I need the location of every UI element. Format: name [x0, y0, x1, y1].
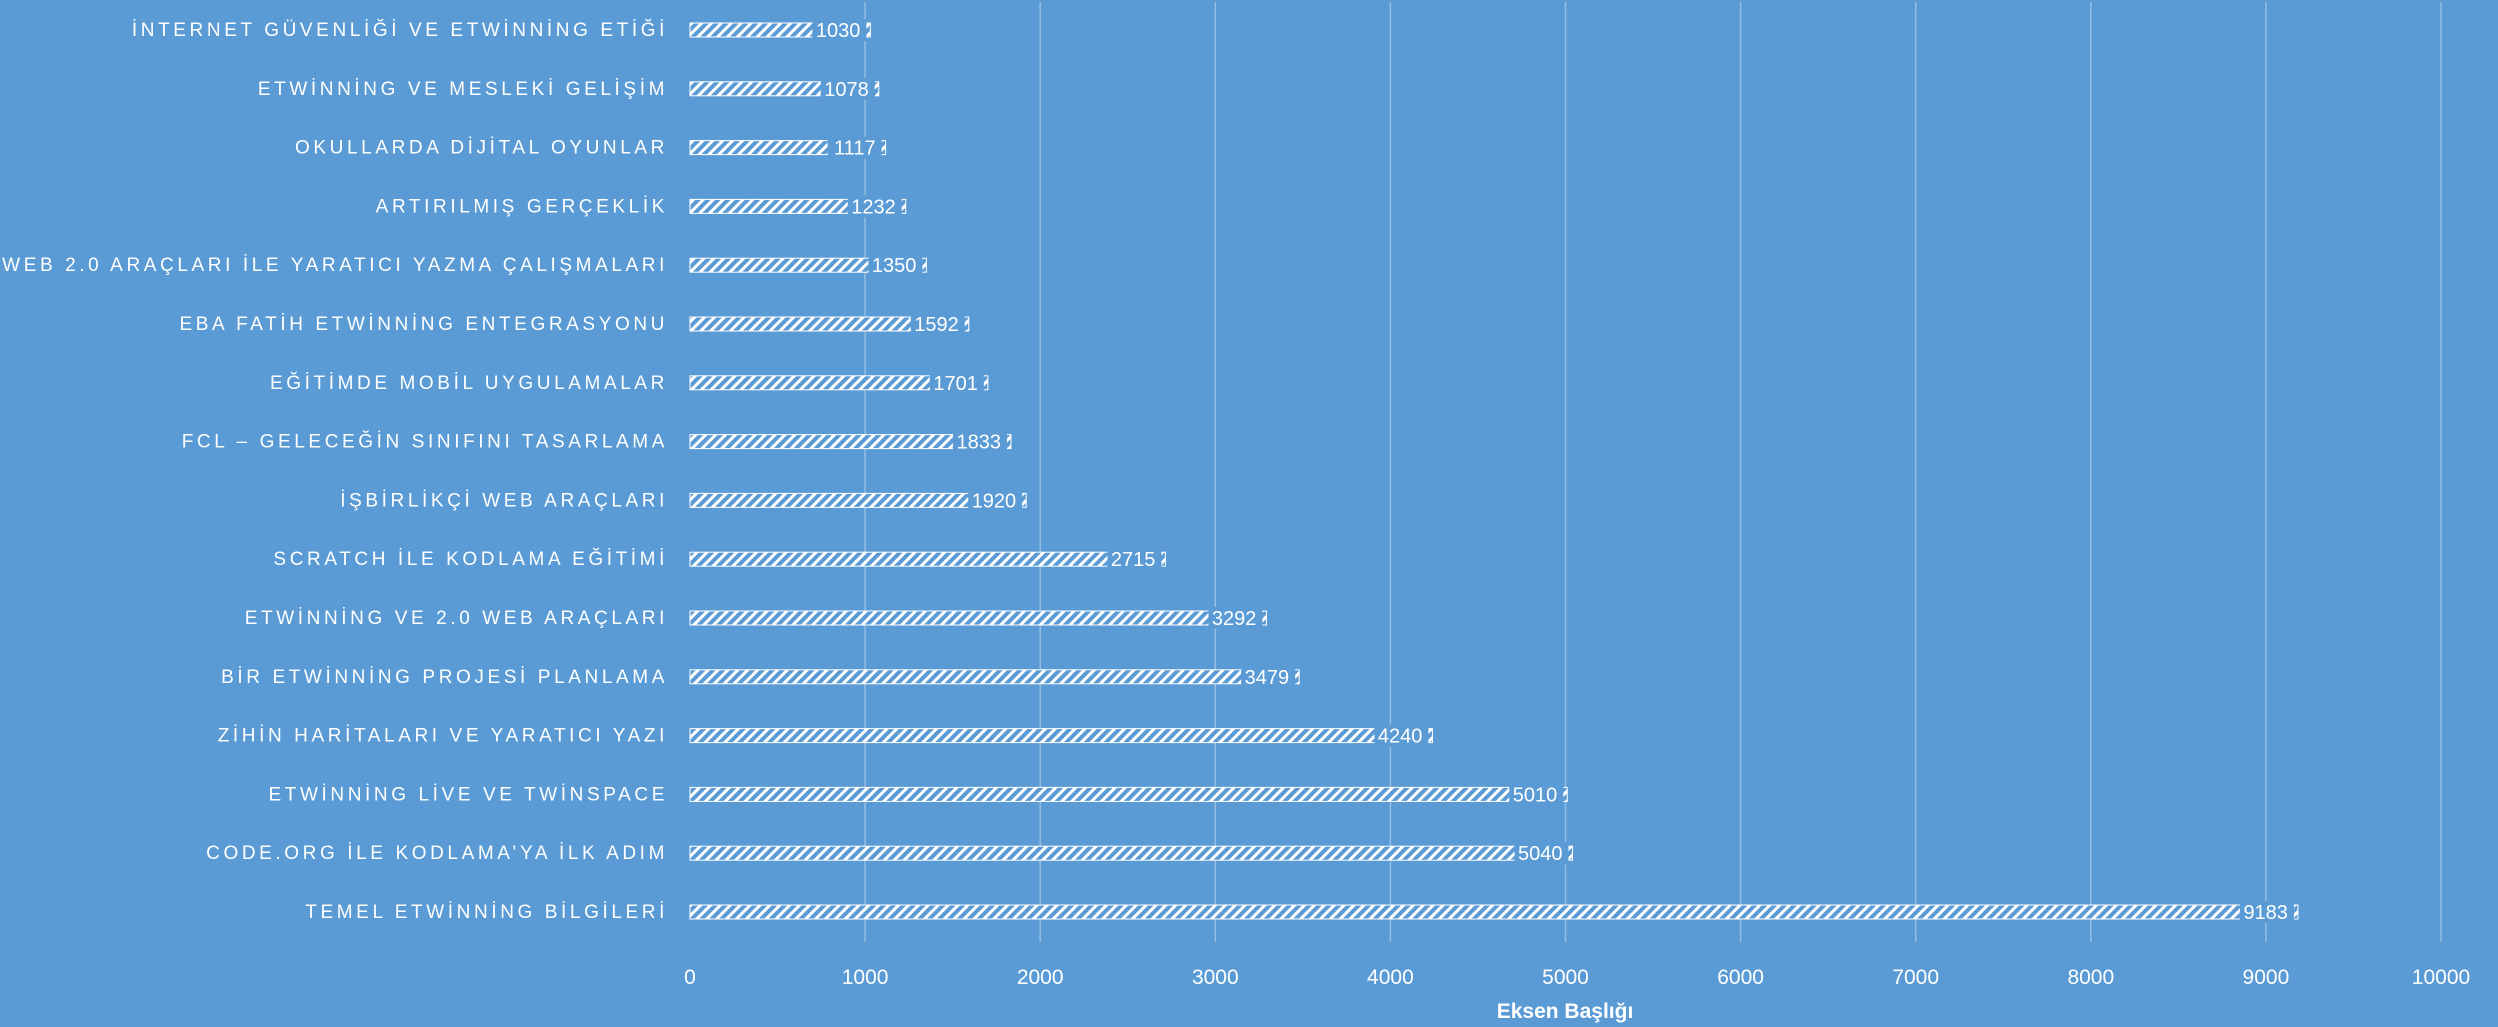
- x-tick-label: 2000: [1017, 966, 1064, 989]
- category-label: WEB 2.0 ARAÇLARI İLE YARATICI YAZMA ÇALI…: [2, 255, 668, 276]
- data-label: 4240: [1378, 726, 1423, 748]
- data-label-background: [812, 19, 867, 41]
- data-labels: 1030 1078 1117 1232 1350 1592 1701 1833 1920 2715…: [812, 19, 2294, 924]
- data-label-background: [910, 313, 965, 335]
- x-tick-label: 4000: [1367, 966, 1414, 989]
- x-tick-label: 8000: [2067, 966, 2114, 989]
- data-label: 1078: [824, 79, 869, 101]
- data-label-background: [929, 371, 984, 394]
- category-label: İNTERNET GÜVENLİĞİ VE ETWİNNİNG ETİĞİ: [132, 19, 668, 41]
- category-label: EĞİTİMDE MOBİL UYGULAMALAR: [270, 372, 668, 394]
- bar: [689, 786, 1568, 802]
- category-label: FCL – GELECEĞİN SINIFINI TASARLAMA: [182, 431, 668, 453]
- category-label: TEMEL ETWİNNİNG BİLGİLERİ: [305, 902, 668, 923]
- x-tick-label: 6000: [1717, 966, 1764, 989]
- data-label: 1592: [914, 314, 959, 336]
- x-tick-label: 0: [684, 966, 696, 989]
- gridlines: [864, 2, 2442, 942]
- data-label-background: [827, 136, 882, 159]
- category-label: OKULLARDA DİJİTAL OYUNLAR: [295, 138, 668, 159]
- data-label-background: [1509, 783, 1564, 806]
- category-label: İŞBİRLİKÇİ WEB ARAÇLARI: [340, 490, 668, 511]
- data-label-background: [1107, 548, 1162, 571]
- data-label: 1920: [972, 490, 1017, 512]
- bar: [689, 257, 927, 273]
- bar: [689, 845, 1574, 861]
- data-label-background: [968, 489, 1023, 512]
- data-label: 1232: [851, 196, 896, 218]
- data-label: 2715: [1111, 549, 1156, 571]
- category-labels: İNTERNET GÜVENLİĞİ VE ETWİNNİNG ETİĞİ ETW…: [2, 19, 668, 923]
- data-label: 1701: [933, 373, 978, 395]
- data-label: 9183: [2243, 902, 2288, 924]
- data-label: 3292: [1212, 608, 1257, 630]
- bar: [689, 375, 989, 391]
- bar: [689, 728, 1433, 744]
- category-label: ETWİNNİNG VE MESLEKİ GELİŞİM: [258, 79, 668, 100]
- category-label: EBA FATİH ETWİNNİNG ENTEGRASYONU: [179, 314, 668, 335]
- bar: [689, 904, 2299, 920]
- data-label-background: [952, 430, 1007, 453]
- data-label: 1030: [816, 20, 861, 42]
- data-label: 1350: [872, 255, 917, 277]
- category-label: SCRATCH İLE KODLAMA EĞİTİMİ: [273, 548, 668, 570]
- x-tick-label: 3000: [1192, 966, 1239, 989]
- data-label-background: [1514, 842, 1569, 865]
- category-label: CODE.ORG İLE KODLAMA’YA İLK ADIM: [206, 843, 668, 864]
- data-label: 5010: [1513, 784, 1558, 806]
- category-label: ETWİNNİNG LİVE VE TWİNSPACE: [269, 784, 668, 805]
- data-label-background: [847, 195, 902, 218]
- x-tick-label: 1000: [842, 966, 889, 989]
- data-label-background: [868, 254, 923, 277]
- category-label: ARTIRILMIŞ GERÇEKLİK: [376, 196, 668, 217]
- data-label-background: [1241, 665, 1296, 688]
- bar: [689, 492, 1027, 508]
- data-label-background: [2239, 901, 2294, 923]
- x-axis-title: Eksen Başlığı: [1497, 1000, 1634, 1023]
- bar: [689, 316, 970, 332]
- category-label: ETWİNNİNG VE 2.0 WEB ARAÇLARI: [245, 608, 668, 629]
- data-label: 5040: [1518, 843, 1563, 865]
- category-label: ZİHİN HARİTALARI VE YARATICI YAZI: [218, 726, 668, 747]
- category-label: BİR ETWİNNİNG PROJESİ PLANLAMA: [221, 667, 668, 688]
- data-label-background: [1374, 724, 1429, 747]
- bar: [689, 610, 1267, 626]
- data-label: 1833: [956, 432, 1001, 454]
- data-label: 3479: [1245, 667, 1290, 689]
- bar: [689, 669, 1300, 685]
- bar: [689, 434, 1012, 450]
- x-axis-ticks: 0 1000 2000 3000 4000 5000 6000 7000 8000 9000 100…: [684, 966, 2470, 989]
- data-label-background: [1208, 607, 1263, 629]
- x-tick-label: 9000: [2243, 966, 2290, 989]
- data-label-background: [820, 77, 875, 100]
- x-tick-label: 10000: [2412, 966, 2470, 989]
- bars: [689, 22, 2299, 920]
- bar: [689, 551, 1166, 567]
- data-label: 1117: [834, 138, 876, 160]
- x-tick-label: 7000: [1892, 966, 1939, 989]
- x-tick-label: 5000: [1542, 966, 1589, 989]
